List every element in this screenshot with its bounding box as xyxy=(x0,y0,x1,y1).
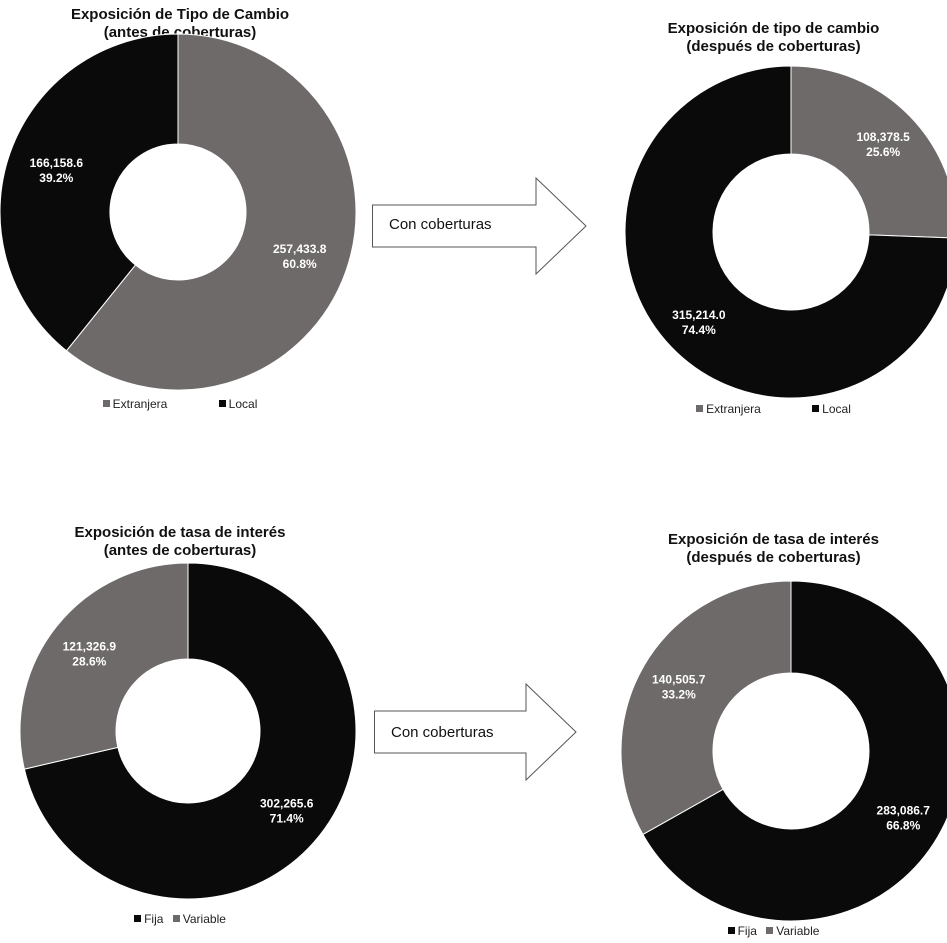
slice-percent-label: 60.8% xyxy=(283,257,317,271)
slice-value-label: 283,086.7 xyxy=(877,804,931,818)
slice-value-label: 140,505.7 xyxy=(652,672,706,686)
legend-label: Local xyxy=(822,402,851,416)
legend-item: Local xyxy=(812,402,851,416)
chart-fx-after: Exposición de tipo de cambio (después de… xyxy=(600,0,947,430)
chart-title-line-2: (después de coberturas) xyxy=(686,549,861,566)
slice-value-label: 315,214.0 xyxy=(672,308,726,322)
donut-chart: 108,378.525.6% 315,214.074.4% xyxy=(624,65,947,399)
slice-value-label: 257,433.8 xyxy=(273,242,327,256)
donut-chart: 257,433.860.8% 166,158.639.2% xyxy=(0,33,357,391)
chart-legend: Fija Variable xyxy=(600,924,947,938)
slice-value-label: 121,326.9 xyxy=(63,640,117,654)
legend-item: Fija xyxy=(727,924,757,938)
chart-legend: Fija Variable xyxy=(0,912,360,926)
slice-percent-label: 33.2% xyxy=(662,687,696,701)
chart-title-line-2: (después de coberturas) xyxy=(686,38,861,55)
pie-slice-extranjera xyxy=(790,65,947,239)
legend-swatch-icon xyxy=(766,927,774,934)
pie-slice-extranjera xyxy=(65,33,357,391)
chart-title-line-2: (antes de coberturas) xyxy=(103,542,257,559)
pie-slice-local xyxy=(0,33,179,352)
pie-slice-variable xyxy=(620,580,792,836)
slice-percent-label: 28.6% xyxy=(72,655,106,669)
slice-value-label: 166,158.6 xyxy=(30,156,84,170)
chart-fx-before: Exposición de Tipo de Cambio (antes de c… xyxy=(0,0,360,420)
pie-slice-fija xyxy=(642,580,947,922)
legend-swatch-icon xyxy=(727,927,735,934)
legend-label: Extranjera xyxy=(706,402,761,416)
legend-label: Local xyxy=(228,397,258,411)
chart-legend: Extranjera Local xyxy=(0,397,360,411)
chart-legend: Extranjera Local xyxy=(600,402,947,416)
chart-title-line-1: Exposición de Tipo de Cambio xyxy=(70,6,290,23)
pie-slice-variable xyxy=(19,562,189,770)
chart-title: Exposición de tasa de interés (antes de … xyxy=(0,524,360,560)
legend-item: Variable xyxy=(766,924,819,938)
arrow-label: Con coberturas xyxy=(391,724,494,741)
legend-swatch-icon xyxy=(696,405,704,412)
legend-swatch-icon xyxy=(812,405,820,412)
slice-percent-label: 66.8% xyxy=(886,819,920,833)
legend-swatch-icon xyxy=(172,915,180,922)
legend-item: Fija xyxy=(134,912,163,926)
legend-label: Extranjera xyxy=(112,397,168,411)
legend-swatch-icon xyxy=(134,915,142,922)
legend-item: Variable xyxy=(172,912,226,926)
donut-chart: 283,086.766.8% 140,505.733.2% xyxy=(620,580,947,922)
chart-ir-after: Exposición de tasa de interés (después d… xyxy=(600,520,947,943)
legend-swatch-icon xyxy=(102,400,110,407)
arrow-shape xyxy=(374,683,577,781)
chart-title: Exposición de tipo de cambio (después de… xyxy=(580,20,947,56)
chart-ir-before: Exposición de tasa de interés (antes de … xyxy=(0,515,360,935)
legend-item: Extranjera xyxy=(102,397,168,411)
slice-value-label: 108,378.5 xyxy=(856,130,910,144)
chart-title: Exposición de Tipo de Cambio (antes de c… xyxy=(0,6,360,42)
slice-value-label: 302,265.6 xyxy=(260,796,314,810)
legend-item: Extranjera xyxy=(696,402,761,416)
slice-percent-label: 25.6% xyxy=(866,145,900,159)
legend-label: Fija xyxy=(144,912,164,926)
chart-title: Exposición de tasa de interés (después d… xyxy=(580,531,947,567)
slice-percent-label: 39.2% xyxy=(39,171,73,185)
legend-swatch-icon xyxy=(218,400,226,407)
chart-title-line-1: Exposición de tasa de interés xyxy=(74,524,286,541)
chart-title-line-2: (antes de coberturas) xyxy=(103,24,257,41)
donut-chart: 302,265.671.4% 121,326.928.6% xyxy=(19,562,357,900)
legend-item: Local xyxy=(218,397,258,411)
pie-slice-local xyxy=(624,65,947,399)
slice-percent-label: 71.4% xyxy=(270,811,304,825)
legend-label: Fija xyxy=(737,924,757,938)
arrow-connector: Con coberturas xyxy=(372,177,587,275)
slice-percent-label: 74.4% xyxy=(682,323,716,337)
chart-title-line-1: Exposición de tipo de cambio xyxy=(667,20,880,37)
arrow-label: Con coberturas xyxy=(389,216,492,233)
chart-title-line-1: Exposición de tasa de interés xyxy=(668,531,879,548)
legend-label: Variable xyxy=(182,912,226,926)
legend-label: Variable xyxy=(776,924,820,938)
arrow-shape xyxy=(372,177,587,275)
arrow-connector: Con coberturas xyxy=(374,683,577,781)
pie-slice-fija xyxy=(23,562,357,900)
